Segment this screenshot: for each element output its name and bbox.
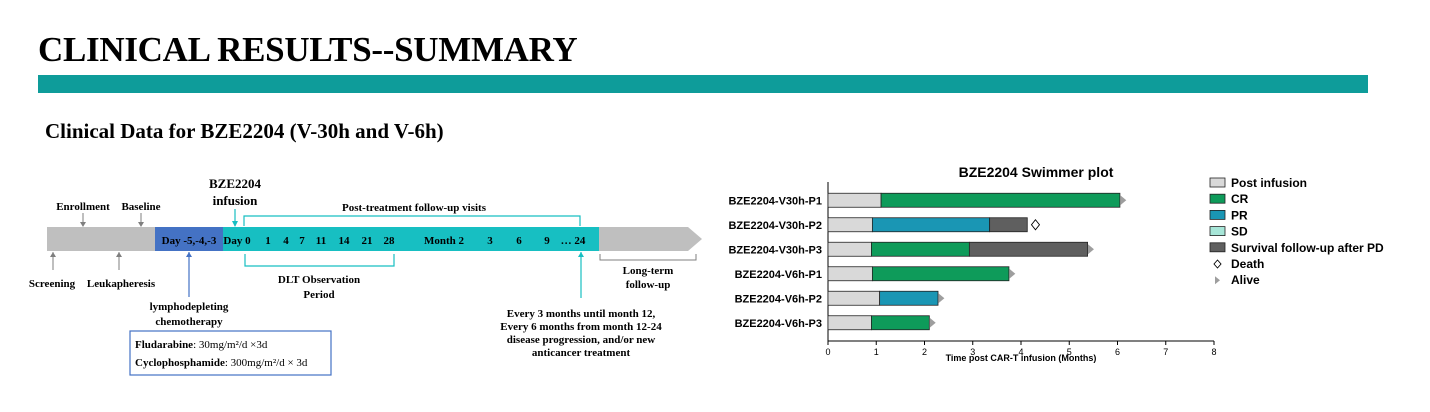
slide-title: CLINICAL RESULTS--SUMMARY (38, 30, 578, 69)
x-tick-label: 0 (825, 347, 830, 357)
legend-swatch (1209, 177, 1226, 188)
day-label: 28 (384, 235, 396, 247)
lympho-days-label: Day -5,-4,-3 (162, 235, 217, 247)
lympho-label: chemotherapy (155, 316, 223, 328)
screening-label: Screening (29, 278, 76, 290)
slide-subtitle: Clinical Data for BZE2204 (V-30h and V-6… (45, 119, 444, 143)
dlt-label: DLT Observation (278, 274, 360, 286)
x-tick-label: 5 (1067, 347, 1072, 357)
legend-swatch (1209, 242, 1226, 253)
regimen-box (129, 330, 332, 376)
baseline-label: Baseline (121, 201, 160, 213)
x-tick-label: 8 (1211, 347, 1216, 357)
swimmer-bar-segment (871, 241, 970, 257)
x-tick-label: 2 (922, 347, 927, 357)
legend-death-icon (1213, 259, 1222, 269)
legend-swatch (1209, 193, 1226, 204)
schedule-note-line: disease progression, and/or new (507, 334, 656, 346)
swimmer-bar-segment (827, 315, 872, 331)
month-label: 9 (544, 235, 550, 247)
swimmer-bar-segment (871, 315, 930, 331)
longterm-label: follow-up (626, 279, 671, 291)
swimmer-bar-segment (827, 266, 873, 282)
legend-alive-icon (1215, 276, 1220, 285)
swimmer-bar-segment (880, 192, 1121, 208)
patient-label: BZE2204-V30h-P1 (728, 195, 822, 207)
swimmer-bar-segment (827, 241, 872, 257)
screening-segment (47, 227, 155, 251)
legend-label: Alive (1231, 273, 1260, 287)
followup-segment (223, 227, 599, 251)
alive-marker (938, 293, 945, 304)
alive-marker (1087, 244, 1094, 255)
enrollment-label: Enrollment (56, 201, 110, 213)
longterm-bracket (599, 254, 697, 261)
accent-bar (38, 75, 1368, 93)
legend-label: CR (1231, 192, 1249, 206)
study-timeline-diagram: Day -5,-4,-3 Day 0 1 4 7 11 14 21 28 Mon… (29, 176, 702, 376)
patient-label: BZE2204-V6h-P2 (735, 293, 822, 305)
alive-marker (1009, 268, 1016, 279)
alive-marker (929, 317, 936, 328)
day-label: 21 (362, 235, 373, 247)
legend-label: Survival follow-up after PD (1231, 241, 1384, 255)
patient-label: BZE2204-V6h-P1 (735, 269, 822, 281)
followup-visits-label: Post-treatment follow-up visits (342, 202, 487, 214)
x-axis-label: Time post CAR-T infusion (Months) (946, 353, 1097, 363)
day-label: 7 (299, 235, 305, 247)
patient-label: BZE2204-V6h-P3 (735, 318, 822, 330)
month-label: 6 (516, 235, 522, 247)
lymphodepletion-segment (155, 227, 223, 251)
patient-label: BZE2204-V30h-P3 (728, 244, 822, 256)
swimmer-bar-segment (827, 192, 882, 208)
swimmer-plot: BZE2204 Swimmer plot 0 1 2 3 4 5 6 7 8 BZE2204-V… (728, 164, 1384, 363)
infusion-label: infusion (213, 193, 259, 208)
month-label: 3 (487, 235, 493, 247)
patient-label: BZE2204-V30h-P2 (728, 220, 822, 232)
regimen-cyclophosphamide: Cyclophosphamide: 300mg/m²/d × 3d (135, 357, 308, 369)
swimmer-bar-segment (871, 217, 991, 233)
legend-label: PR (1231, 208, 1248, 222)
x-tick-label: 6 (1115, 347, 1120, 357)
schedule-note-line: Every 6 months from month 12-24 (500, 321, 662, 333)
legend-label: SD (1231, 225, 1248, 239)
schedule-note-line: Every 3 months until month 12, (507, 308, 656, 320)
regimen-fludarabine: Fludarabine: 30mg/m²/d ×3d (135, 339, 268, 351)
dlt-bracket (244, 254, 395, 267)
swimmer-bar-segment (827, 290, 881, 306)
legend-label: Post infusion (1231, 176, 1307, 190)
x-tick-label: 3 (970, 347, 975, 357)
swimmer-bar-segment (879, 290, 939, 306)
swimmer-bar-segment (968, 241, 1088, 257)
legend-swatch (1209, 226, 1226, 236)
death-marker (1030, 219, 1041, 231)
swimmer-bar-segment (871, 266, 1010, 282)
x-tick-label: 4 (1018, 347, 1023, 357)
month2-label: Month 2 (424, 235, 465, 247)
leukapheresis-label: Leukapheresis (87, 278, 156, 290)
alive-marker (1120, 195, 1127, 206)
infusion-label: BZE2204 (209, 176, 262, 191)
x-tick-label: 7 (1163, 347, 1168, 357)
followup-bracket (243, 215, 581, 226)
lympho-label: lymphodepleting (150, 301, 229, 313)
longterm-arrow (599, 227, 702, 251)
day-label: 4 (283, 235, 289, 247)
legend-swatch (1209, 210, 1226, 220)
swimmer-bar-segment (827, 217, 873, 233)
day0-label: Day 0 (223, 235, 251, 247)
x-tick-label: 1 (874, 347, 879, 357)
chart-title: BZE2204 Swimmer plot (959, 164, 1114, 180)
month-label: … 24 (561, 235, 586, 247)
dlt-label: Period (303, 289, 334, 301)
day-label: 1 (265, 235, 271, 247)
legend-label: Death (1231, 257, 1264, 271)
longterm-label: Long-term (623, 265, 674, 277)
swimmer-bar-segment (989, 217, 1028, 233)
schedule-note-line: anticancer treatment (532, 347, 631, 359)
day-label: 14 (339, 235, 351, 247)
day-label: 11 (316, 235, 326, 247)
